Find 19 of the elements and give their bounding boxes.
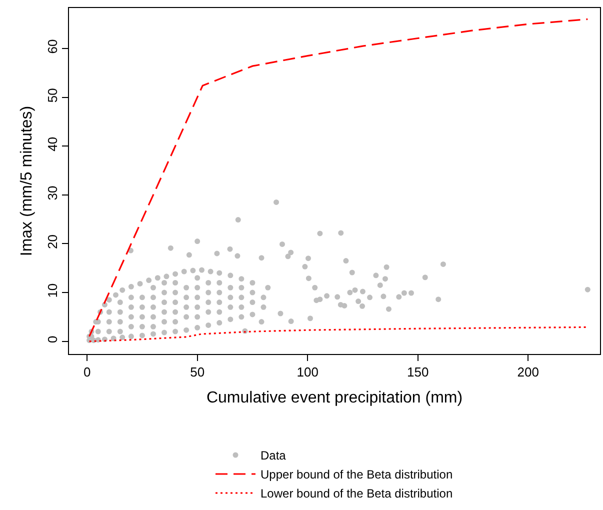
x-tick-label: 100: [296, 364, 318, 380]
x-tick-label: 150: [407, 364, 429, 380]
y-tick-label: 30: [44, 186, 60, 200]
y-tick-label: 40: [44, 136, 60, 152]
line-series: [88, 18, 588, 338]
y-tick-label: 0: [44, 336, 60, 343]
x-tick-label: 50: [190, 364, 205, 380]
x-tick-label: 200: [517, 364, 539, 380]
x-tick-label: 0: [83, 364, 91, 380]
legend-label: Data: [260, 448, 286, 463]
line-series: [88, 326, 588, 342]
y-tick-label: 10: [44, 283, 60, 298]
y-axis-title: Imax (mm/5 minutes): [18, 106, 36, 256]
legend-label: Lower bound of the Beta distribution: [260, 486, 453, 501]
y-tick-label: 60: [44, 39, 60, 54]
y-tick-label: 50: [44, 88, 60, 103]
legend-label: Upper bound of the Beta distribution: [260, 468, 453, 482]
y-tick-label: 20: [44, 234, 60, 249]
x-axis-title: Cumulative event precipitation (mm): [206, 389, 463, 406]
